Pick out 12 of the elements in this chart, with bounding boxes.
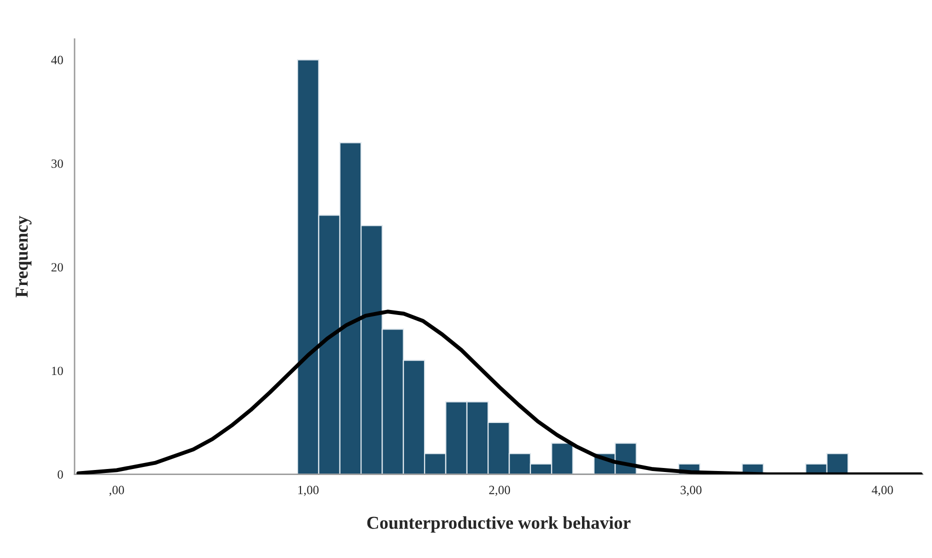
x-tick-label: 4,00	[872, 486, 893, 496]
x-tick-label: ,00	[109, 486, 124, 496]
x-tick-label: 2,00	[489, 486, 510, 496]
y-tick-label: 40	[51, 56, 63, 64]
x-tick-label: 1,00	[298, 486, 319, 496]
x-tick-label: 3,00	[680, 486, 702, 496]
y-tick-label: 30	[52, 159, 63, 168]
y-tick-label: 10	[52, 366, 63, 376]
y-axis-title: Frequency	[16, 216, 32, 298]
x-axis-title: Counterproductive work behavior	[367, 516, 630, 533]
y-tick-label: 20	[52, 263, 63, 272]
y-tick-label: 0	[58, 470, 63, 479]
